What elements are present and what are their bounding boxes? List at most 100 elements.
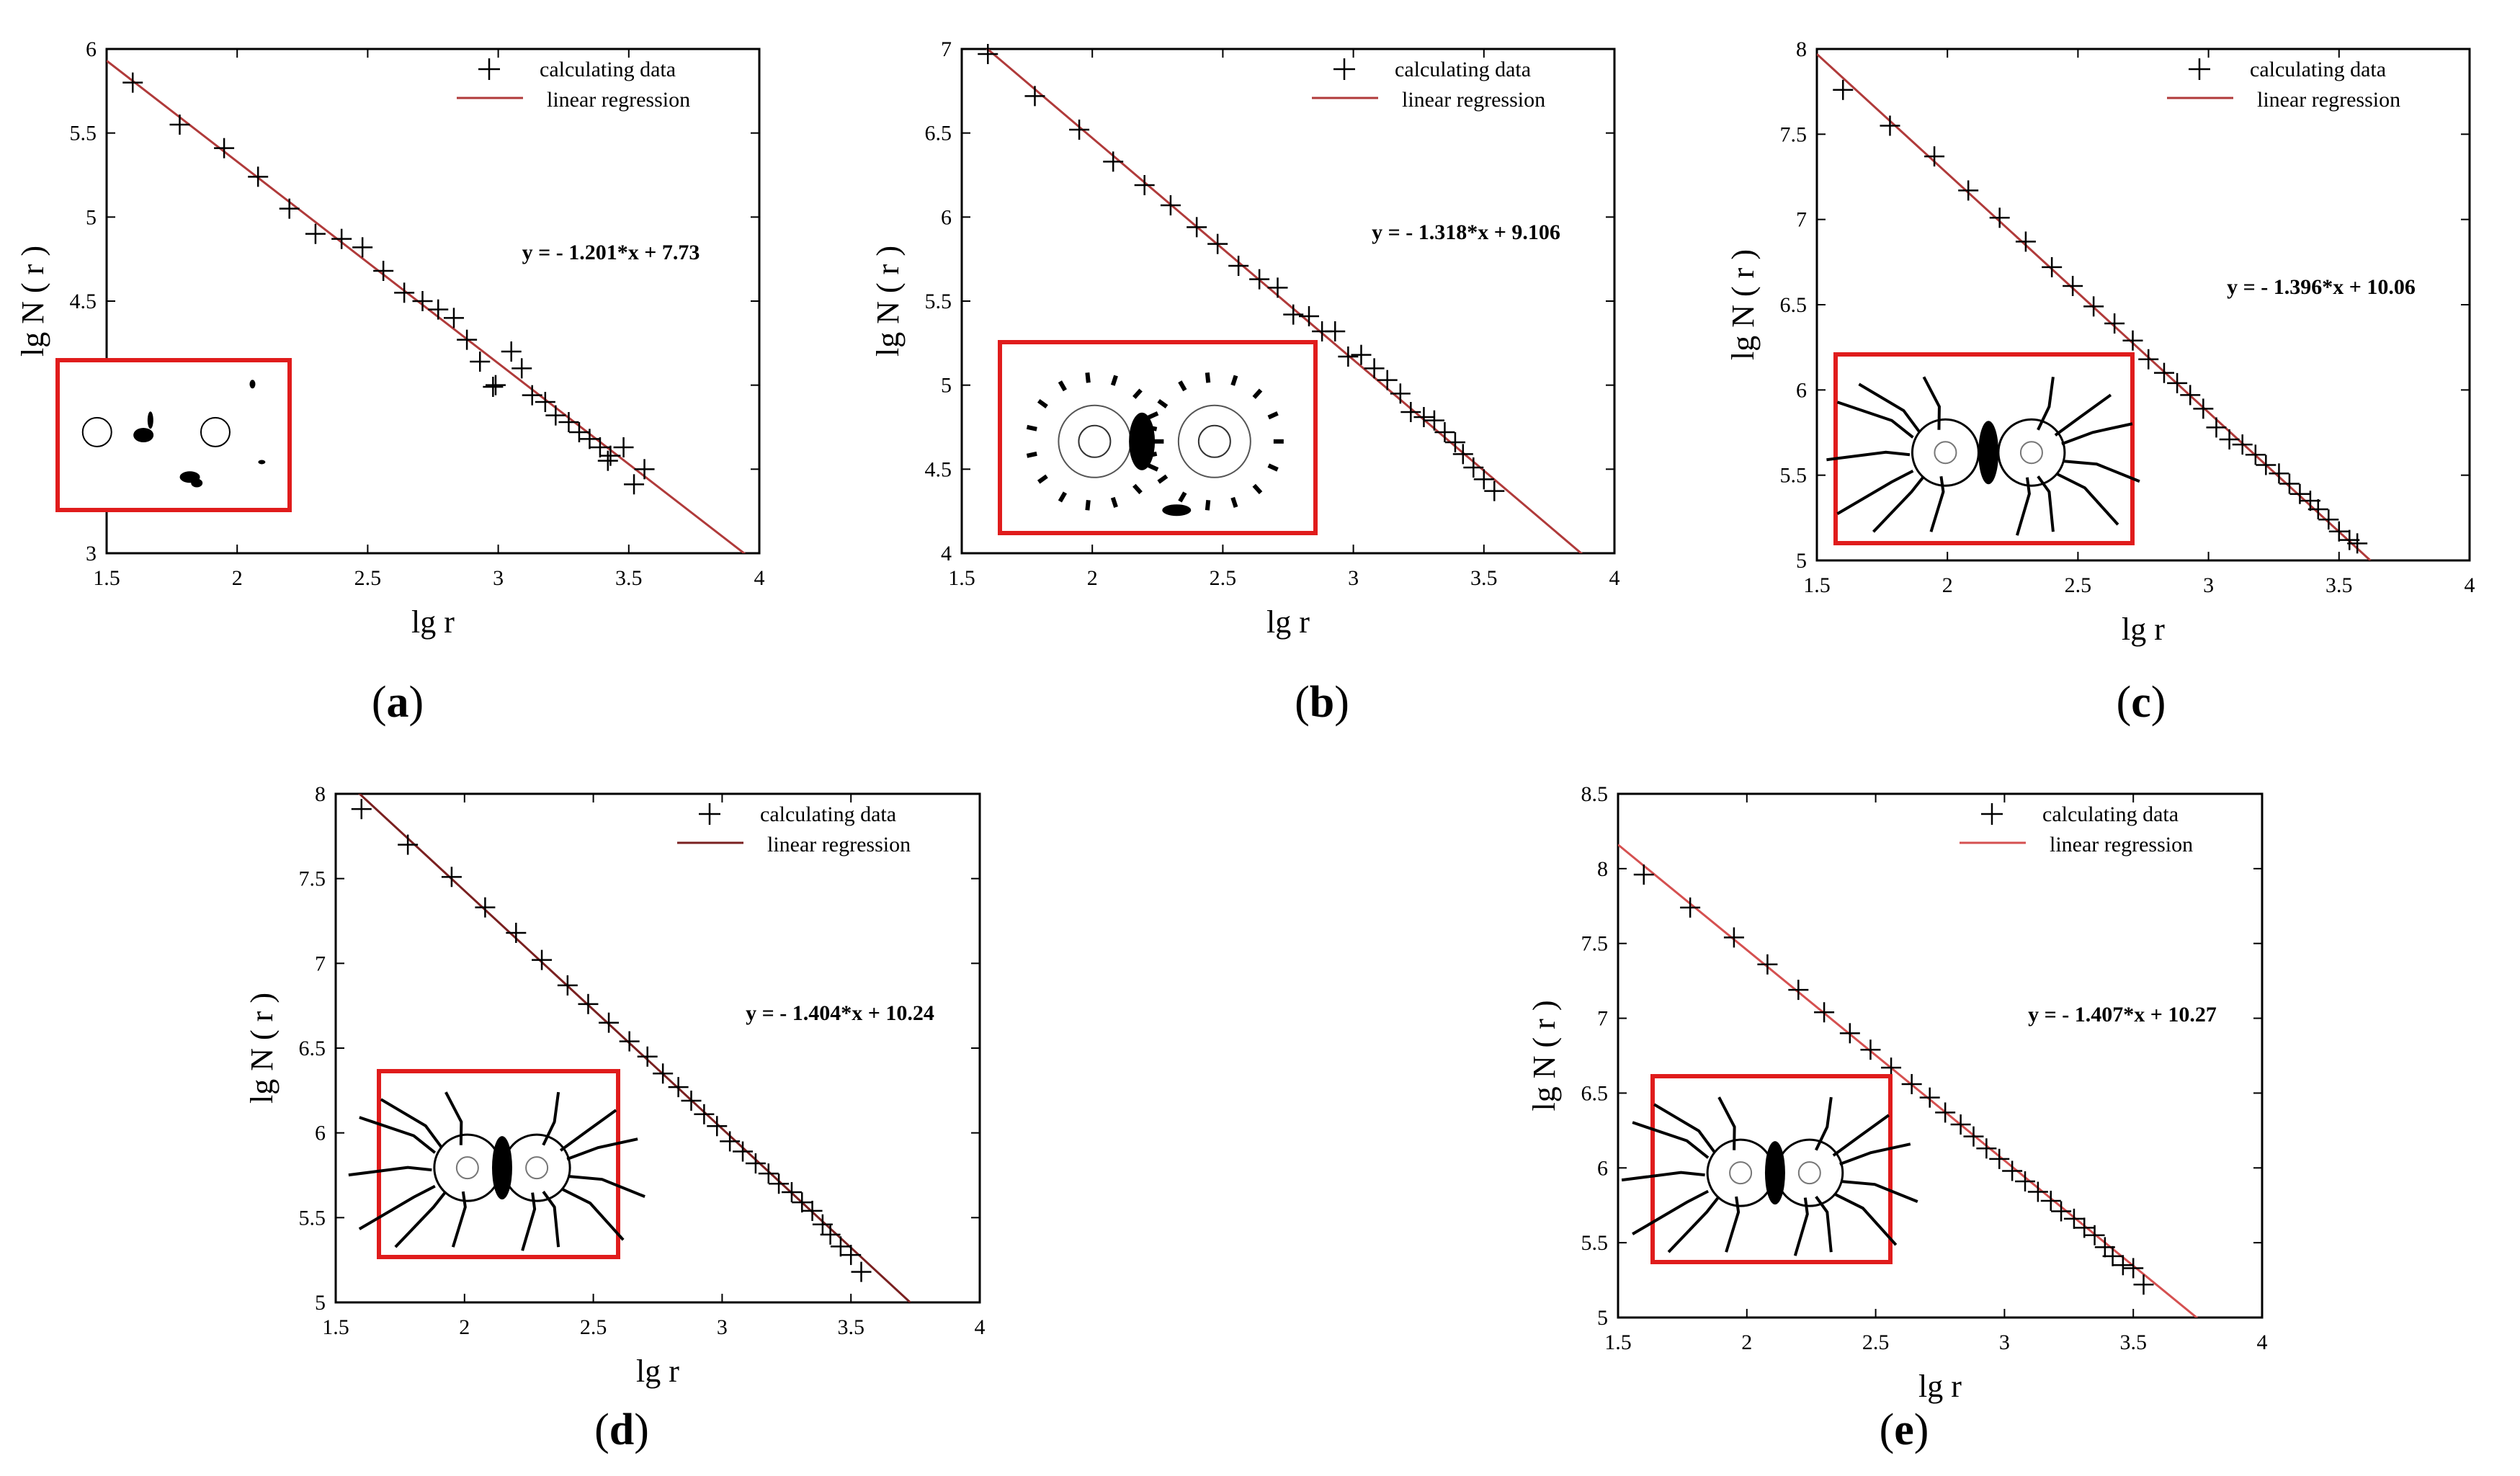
data-point xyxy=(1633,864,1654,885)
data-point xyxy=(820,1224,841,1245)
inset-image-a xyxy=(55,358,292,512)
data-point xyxy=(978,44,998,64)
data-point xyxy=(1325,321,1346,341)
chart-panel-d: 1.5 2 2.5 3 3.5 4 5 5.5 6 6.5 7 7.5 8 lg r lg N ( r ) c… xyxy=(216,749,1052,1476)
crack-line xyxy=(521,1192,537,1251)
data-point xyxy=(2347,533,2368,554)
data-point xyxy=(2051,1201,2072,1222)
data-point xyxy=(470,352,491,372)
data-point xyxy=(600,445,621,466)
data-point xyxy=(653,1063,674,1084)
y-tick-label: 3 xyxy=(86,542,97,565)
data-point xyxy=(2245,444,2266,465)
crack-line xyxy=(2061,422,2133,446)
data-point xyxy=(1338,346,1359,367)
data-point xyxy=(2112,1255,2133,1276)
data-point xyxy=(624,474,645,495)
data-point xyxy=(483,377,504,397)
data-point xyxy=(2122,330,2143,351)
x-tick-label: 4 xyxy=(2257,1330,2268,1354)
data-point xyxy=(568,422,589,442)
crack-segment xyxy=(1267,411,1279,420)
data-point xyxy=(1839,1023,1860,1044)
data-point xyxy=(535,392,555,412)
damage-blob xyxy=(249,380,256,389)
data-point xyxy=(2104,313,2125,334)
data-point xyxy=(781,1182,802,1203)
x-axis-label: lg r xyxy=(2122,612,2165,647)
y-tick-label: 8.5 xyxy=(1581,782,1609,806)
y-tick-label: 8 xyxy=(315,782,326,806)
plot-frame xyxy=(1617,792,2264,1319)
data-point xyxy=(613,437,634,457)
x-tick-label: 2 xyxy=(1741,1330,1752,1354)
panel-label-e: (e) xyxy=(1879,1405,1929,1454)
data-point xyxy=(2027,1181,2048,1202)
y-tick-label: 8 xyxy=(1597,857,1608,881)
x-tick-label: 1.5 xyxy=(1604,1330,1632,1354)
data-point xyxy=(769,1173,790,1194)
crack-segment xyxy=(1132,483,1143,495)
y-tick-label: 5.5 xyxy=(299,1206,326,1230)
data-point xyxy=(169,115,190,135)
data-point xyxy=(2063,1208,2084,1229)
x-tick-label: 3.5 xyxy=(615,566,643,590)
inset-image-e xyxy=(1621,1074,1918,1264)
data-point xyxy=(2094,1237,2115,1258)
data-point xyxy=(597,450,618,471)
crack-segment xyxy=(1085,500,1091,511)
x-tick-label: 1.5 xyxy=(1803,573,1831,597)
x-tick-label: 2.5 xyxy=(2065,573,2092,597)
data-point xyxy=(2015,1171,2036,1191)
y-tick-label: 5 xyxy=(1796,549,1807,573)
x-tick-label: 3.5 xyxy=(2325,573,2353,597)
data-point xyxy=(1024,86,1045,107)
inset-image-c xyxy=(1826,352,2140,545)
y-tick-label: 5.5 xyxy=(1581,1231,1609,1255)
y-tick-label: 6.5 xyxy=(1581,1081,1609,1105)
panel-label-a: (a) xyxy=(371,678,424,727)
data-point xyxy=(1788,980,1809,1001)
data-point xyxy=(1267,277,1288,298)
y-tick-label: 5.5 xyxy=(925,290,952,313)
borehole-circle xyxy=(81,416,112,447)
data-point xyxy=(373,261,394,281)
crack-segment xyxy=(1230,375,1238,386)
regression-equation: y = - 1.407*x + 10.27 xyxy=(2028,1003,2217,1027)
damage-blob xyxy=(191,478,203,488)
data-point xyxy=(511,358,532,379)
data-point xyxy=(2307,499,2328,519)
borehole-circle xyxy=(200,416,231,447)
data-point xyxy=(2042,256,2063,277)
x-tick-label: 2 xyxy=(459,1315,470,1339)
crack-line xyxy=(444,1091,463,1145)
data-point xyxy=(812,1214,833,1235)
data-point xyxy=(1989,207,2010,228)
y-tick-label: 6 xyxy=(1796,378,1807,402)
y-tick-label: 4.5 xyxy=(925,457,952,481)
data-point xyxy=(331,228,352,249)
data-point xyxy=(412,291,433,311)
data-point xyxy=(2133,1274,2154,1295)
crack-line xyxy=(542,1091,560,1146)
data-point xyxy=(720,1131,741,1152)
regression-line xyxy=(357,794,911,1302)
panel-label-c: (c) xyxy=(2116,678,2166,727)
crack-line xyxy=(1836,401,1914,439)
data-point xyxy=(2063,275,2083,296)
crack-segment xyxy=(1026,424,1037,431)
borehole-circle xyxy=(1934,441,1957,465)
x-tick-label: 2 xyxy=(1087,566,1098,590)
crack-segment xyxy=(1252,483,1263,495)
crack-line xyxy=(451,1191,467,1248)
crack-line xyxy=(359,1116,437,1154)
crack-segment xyxy=(1267,463,1279,472)
chart-d: 1.5 2 2.5 3 3.5 4 5 5.5 6 6.5 7 7.5 8 lg r lg N ( r ) c… xyxy=(244,782,986,1389)
data-point xyxy=(2339,529,2360,550)
data-point xyxy=(802,1200,823,1221)
x-tick-label: 1.5 xyxy=(322,1315,349,1339)
data-point xyxy=(351,799,372,820)
damage-blob xyxy=(147,411,153,429)
data-point xyxy=(1473,469,1494,490)
